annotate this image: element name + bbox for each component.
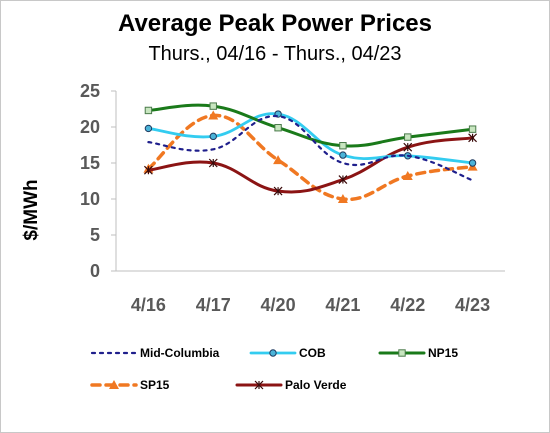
series-line-mid-columbia: [147, 115, 474, 182]
series-palo-verde: [143, 133, 478, 196]
y-tick-label: 0: [90, 261, 100, 281]
data-point-palo-verde: [143, 165, 153, 175]
series-np15: [144, 102, 477, 150]
data-point-np15: [404, 133, 412, 141]
data-point-palo-verde: [273, 186, 283, 196]
series-mid-columbia: [147, 115, 474, 182]
y-tick-label: 20: [80, 117, 100, 137]
legend-item-cob: COB: [249, 346, 326, 360]
legend-item-palo-verde: Palo Verde: [235, 378, 347, 392]
series-line-sp15: [146, 113, 475, 202]
legend-label-palo-verde: Palo Verde: [285, 378, 347, 392]
chart-subtitle: Thurs., 04/16 - Thurs., 04/23: [148, 43, 402, 65]
x-tick-label: 4/17: [196, 295, 231, 315]
y-tick-label: 5: [90, 225, 100, 245]
series-line-cob: [147, 112, 474, 165]
series-line-np15: [146, 103, 475, 148]
x-tick-label: 4/22: [390, 295, 425, 315]
data-point-np15: [144, 106, 153, 115]
data-point-np15: [468, 125, 477, 133]
y-tick-label: 25: [80, 81, 100, 101]
data-point-palo-verde: [403, 142, 413, 152]
legend-label-cob: COB: [299, 346, 326, 360]
data-point-cob: [339, 151, 347, 159]
x-tick-label: 4/16: [131, 295, 166, 315]
data-point-palo-verde: [208, 158, 218, 168]
series-lines-group: [143, 102, 478, 203]
data-point-cob: [209, 132, 217, 141]
legend-label-np15: NP15: [428, 346, 458, 360]
series-cob: [144, 110, 477, 167]
legend-item-np15: NP15: [378, 346, 458, 360]
data-point-sp15: [337, 194, 348, 203]
legend-item-sp15: SP15: [90, 378, 170, 392]
y-tick-label: 10: [80, 189, 100, 209]
chart-title: Average Peak Power Prices: [118, 10, 432, 37]
data-point-cob: [468, 159, 477, 167]
legend-marker-cob: [269, 349, 277, 357]
legend-item-mid-columbia: Mid-Columbia: [90, 346, 220, 360]
data-point-cob: [144, 124, 153, 133]
x-tick-label: 4/23: [455, 295, 490, 315]
data-point-sp15: [402, 170, 413, 180]
legend-marker-np15: [398, 349, 406, 357]
legend-label-mid-columbia: Mid-Columbia: [140, 346, 220, 360]
data-point-sp15: [273, 155, 284, 165]
data-point-sp15: [208, 110, 219, 120]
y-tick-label: 15: [80, 153, 100, 173]
data-point-np15: [274, 124, 282, 132]
x-tick-label: 4/20: [261, 295, 296, 315]
legend-label-sp15: SP15: [140, 378, 170, 392]
x-tick-label: 4/21: [325, 295, 360, 315]
data-point-palo-verde: [338, 175, 348, 184]
data-point-np15: [339, 142, 347, 150]
series-line-palo-verde: [146, 136, 475, 194]
axes-group: 0 5 10 15 20 25 4/16 4/17 4/20 4/21 4/22 4/23: [80, 81, 505, 315]
legend-marker-sp15: [109, 380, 119, 389]
legend-marker-palo-verde: [254, 380, 264, 390]
legend-group: Mid-Columbia COB NP15 SP15 Palo Verde: [90, 346, 458, 392]
data-point-np15: [209, 102, 217, 110]
data-point-palo-verde: [468, 133, 478, 143]
